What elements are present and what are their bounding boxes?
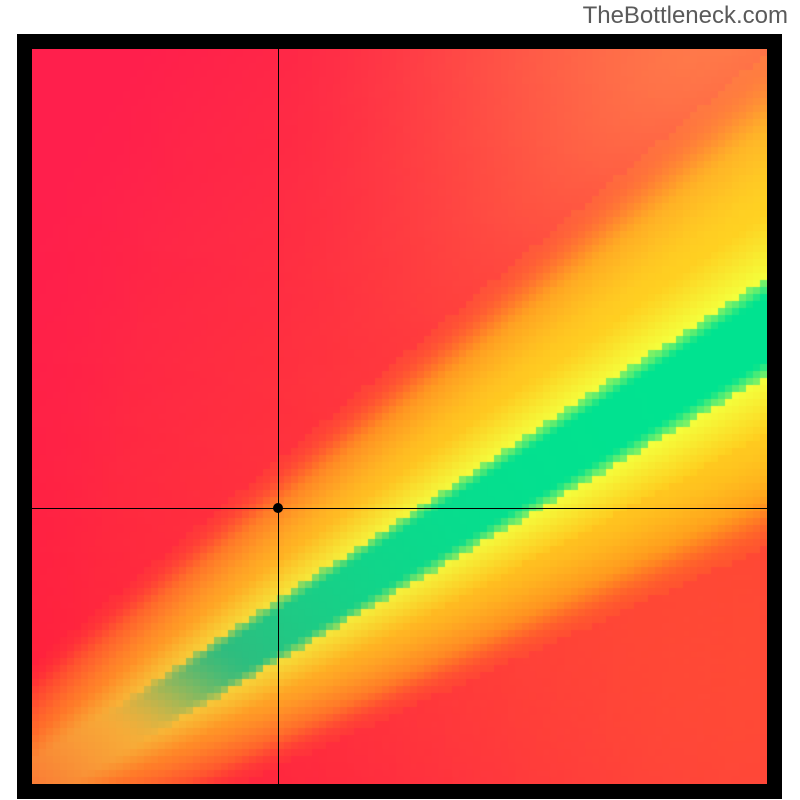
watermark-text: TheBottleneck.com xyxy=(583,2,788,30)
crosshair-marker xyxy=(273,503,283,513)
crosshair-horizontal xyxy=(32,508,767,509)
plot-area xyxy=(32,49,767,784)
chart-container: TheBottleneck.com xyxy=(0,0,800,800)
plot-outer-frame xyxy=(17,34,782,799)
heatmap-canvas xyxy=(32,49,767,784)
crosshair-vertical xyxy=(278,49,279,784)
